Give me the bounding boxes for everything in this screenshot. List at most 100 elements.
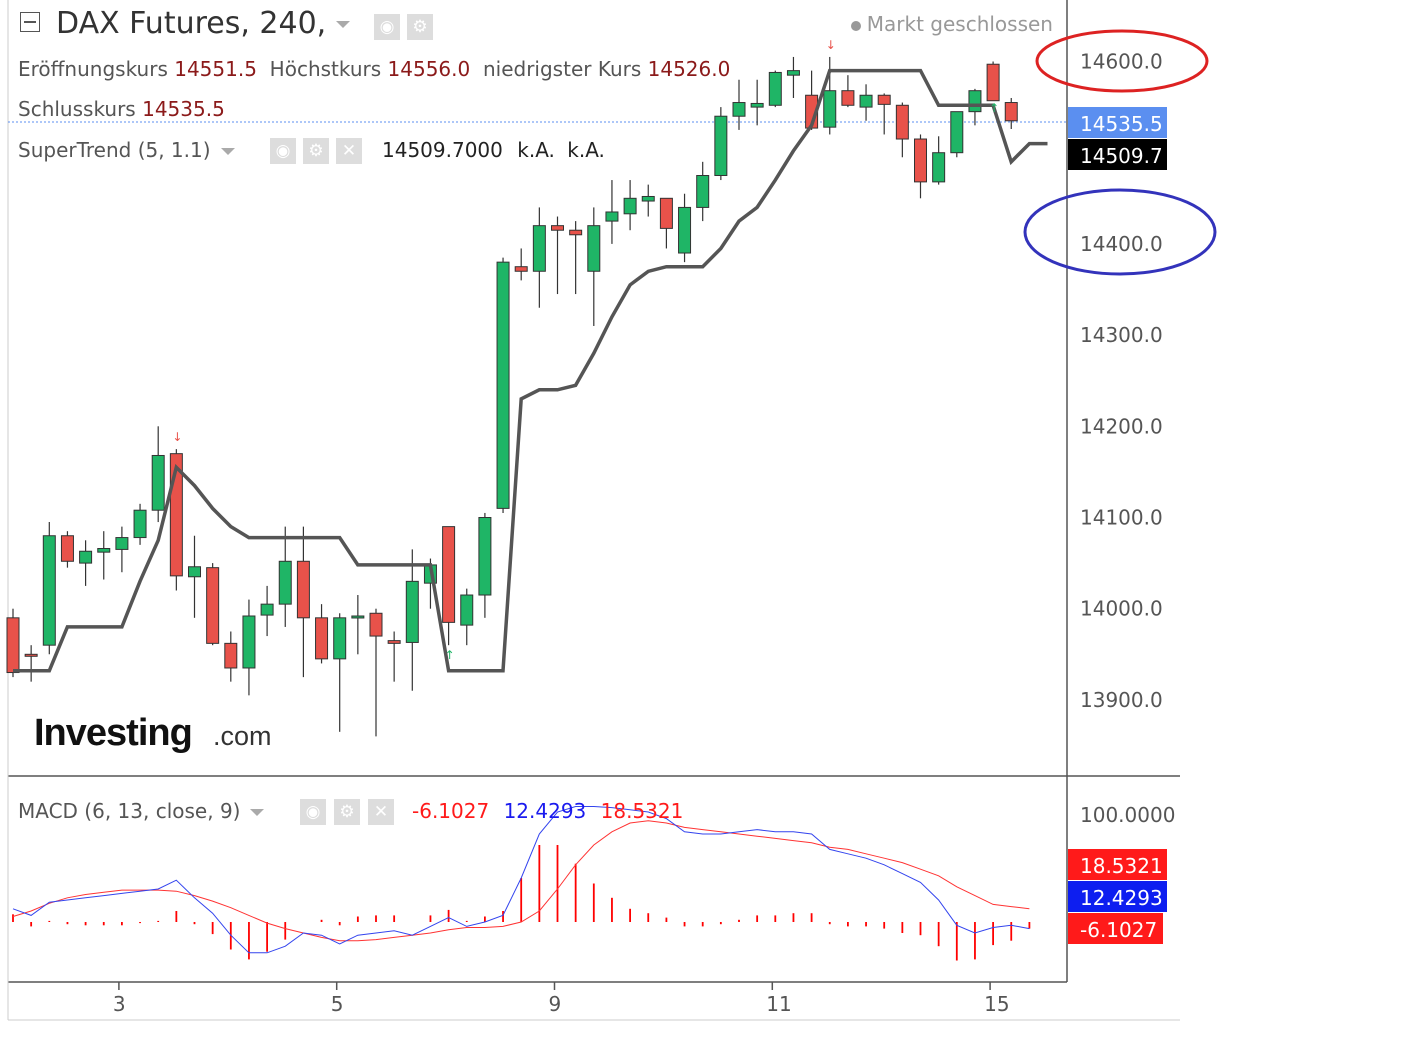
supertrend-line [13, 68, 1048, 673]
annotation-red-ellipse [1035, 29, 1209, 93]
supertrend-legend[interactable]: SuperTrend (5, 1.1) [18, 138, 235, 162]
macd-label: MACD (6, 13, close, 9) [18, 799, 241, 823]
high-value: 14556.0 [387, 57, 471, 81]
candle-up [532, 225, 546, 272]
gear-icon[interactable]: ⚙ [303, 138, 329, 164]
close-label: Schlusskurs [18, 97, 136, 121]
eye-icon[interactable]: ◉ [300, 799, 326, 825]
candle-up [79, 550, 93, 564]
low-value: 14526.0 [647, 57, 731, 81]
candle-up [351, 615, 365, 619]
price-axis-tick: 13900.0 [1080, 688, 1163, 712]
candle-down [224, 642, 238, 669]
signal-up-arrow: ↑ [445, 648, 455, 662]
candle-down [551, 225, 564, 231]
macd-axis-tick: 100.0000 [1080, 803, 1175, 827]
high-label: Höchstkurs [269, 57, 382, 81]
symbol-title-text: DAX Futures, 240, [56, 6, 327, 41]
chevron-down-icon[interactable] [336, 21, 351, 28]
candle-down [986, 63, 1000, 102]
supertrend-value: 14509.7000 [382, 138, 503, 162]
macd-legend[interactable]: MACD (6, 13, close, 9) [18, 799, 265, 823]
price-axis-tick: 14000.0 [1080, 597, 1163, 621]
eye-icon[interactable]: ◉ [270, 138, 296, 164]
candle-up [714, 115, 728, 176]
candle-down [514, 266, 528, 272]
watermark-suffix: .com [213, 721, 272, 751]
time-axis-tick: 9 [549, 992, 562, 1016]
macd-line-badge-label: 12.4293 [1080, 886, 1163, 910]
candle-up [605, 211, 619, 222]
candle-up [587, 225, 601, 272]
candle-up [496, 261, 510, 509]
symbol-title[interactable]: DAX Futures, 240, [56, 6, 351, 41]
time-axis-tick: 11 [766, 992, 791, 1016]
supertrend-na-2: k.A. [567, 138, 605, 162]
chevron-down-icon[interactable] [250, 809, 265, 816]
candle-down [569, 229, 583, 236]
candle-up [768, 71, 782, 106]
candle-up [133, 509, 147, 539]
eye-icon[interactable]: ◉ [374, 14, 400, 40]
candle-down [369, 612, 383, 637]
macd-signal-value: 18.5321 [600, 799, 684, 823]
candle-up [750, 102, 764, 108]
candle-up [405, 580, 419, 643]
price-axis[interactable]: 14600.0 14400.0 14300.0 14200.0 14100.0 14000… [1080, 50, 1163, 712]
price-axis-tick: 14400.0 [1080, 232, 1163, 256]
candle-down [841, 90, 855, 106]
gear-icon[interactable]: ⚙ [334, 799, 360, 825]
macd-hist-badge-label: -6.1027 [1080, 918, 1157, 942]
watermark-brand: Investing [34, 712, 192, 754]
close-value: 14535.5 [142, 97, 225, 121]
gear-icon[interactable]: ⚙ [407, 14, 433, 40]
candle-up [641, 195, 655, 202]
signal-down-arrow: ↓ [172, 430, 182, 444]
chevron-down-icon[interactable] [220, 148, 235, 155]
candle-up [732, 102, 746, 117]
candle-down [206, 567, 220, 644]
open-value: 14551.5 [174, 57, 257, 81]
low-label: niedrigster Kurs [482, 57, 642, 81]
candle-up [696, 175, 710, 208]
signal-up-arrow: ↑ [989, 101, 999, 115]
candle-up [188, 566, 201, 578]
close-icon[interactable]: ✕ [336, 138, 362, 164]
candle-down [296, 560, 310, 619]
collapse-icon[interactable] [20, 12, 40, 32]
last-price-label: 14535.5 [1080, 112, 1163, 136]
candle-up [260, 603, 274, 616]
macd-signal-badge: 18.5321 [1068, 849, 1167, 880]
candle-down [6, 617, 20, 674]
candle-down [895, 104, 909, 140]
macd-signal-line [12, 820, 1030, 942]
time-axis-tick: 3 [113, 992, 126, 1016]
supertrend-signals: ↓ ↑ ↓ ↑ [172, 38, 999, 662]
candle-down [914, 138, 927, 183]
annotation-blue-ellipse [1023, 188, 1217, 276]
price-axis-tick: 14600.0 [1080, 50, 1163, 74]
investing-watermark: Investing .com [34, 712, 272, 754]
close-row: Schlusskurs 14535.5 [18, 97, 225, 121]
macd-values: -6.1027 12.4293 18.5321 [412, 799, 683, 823]
macd-hist-badge: -6.1027 [1068, 913, 1163, 944]
close-icon[interactable]: ✕ [368, 799, 394, 825]
candle-up [623, 197, 637, 215]
supertrend-na-1: k.A. [517, 138, 555, 162]
candle-up [678, 206, 692, 254]
macd-histogram [12, 845, 1031, 961]
macd-line-badge: 12.4293 [1068, 881, 1167, 912]
candle-up [333, 617, 347, 660]
main-pane [7, 0, 1180, 1021]
supertrend-price-badge: 14509.7 [1068, 139, 1167, 170]
supertrend-price-label: 14509.7 [1080, 144, 1163, 168]
candle-up [478, 517, 492, 596]
time-axis[interactable]: 3 5 9 11 15 [113, 982, 1010, 1016]
signal-down-arrow: ↓ [826, 38, 836, 52]
macd-signal-badge-label: 18.5321 [1080, 854, 1163, 878]
market-status: Markt geschlossen [850, 12, 1053, 36]
candle-up [97, 548, 111, 553]
price-axis-tick: 14200.0 [1080, 414, 1163, 438]
last-price-badge: 14535.5 [1068, 107, 1167, 138]
